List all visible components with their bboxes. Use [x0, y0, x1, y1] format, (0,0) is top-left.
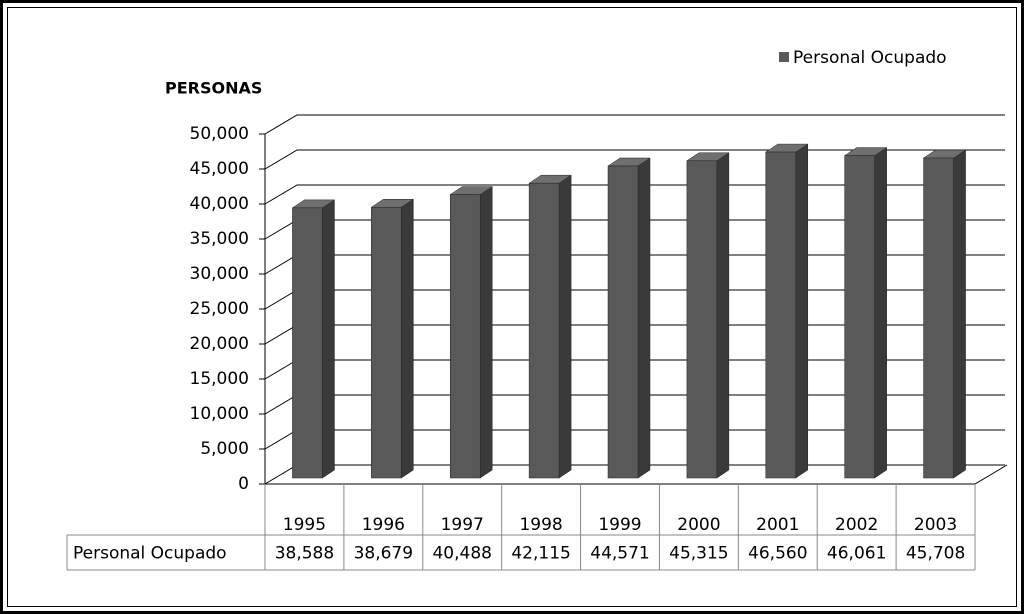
bar [844, 155, 875, 479]
x-tick-label: 2003 [914, 515, 957, 535]
bar-side [795, 143, 809, 479]
y-tick-label: 40,000 [190, 194, 249, 214]
x-tick-label: 2001 [756, 515, 799, 535]
y-tick-label: 0 [238, 474, 249, 494]
table-value: 46,061 [827, 544, 886, 564]
table-value: 38,679 [354, 544, 413, 564]
bar [765, 151, 797, 479]
bar [371, 206, 402, 479]
y-tick-label: 15,000 [190, 369, 249, 389]
y-tick-label: 45,000 [190, 159, 249, 179]
x-tick-label: 2002 [835, 515, 878, 535]
bar-side [716, 152, 730, 479]
legend-swatch [779, 52, 789, 62]
bar [923, 157, 954, 479]
bar-side [874, 147, 887, 479]
bar-side [637, 157, 651, 479]
table-value: 46,560 [748, 544, 807, 564]
y-tick-label: 30,000 [190, 264, 249, 284]
x-tick-label: 2000 [677, 515, 720, 535]
x-tick-label: 1997 [441, 515, 484, 535]
legend-label: Personal Ocupado [793, 48, 947, 68]
x-tick-label: 1999 [598, 515, 641, 535]
bar-side [558, 174, 572, 479]
bar-side [479, 186, 493, 479]
bar [449, 194, 481, 479]
table-value: 45,708 [906, 544, 965, 564]
bar [292, 207, 323, 479]
table-value: 45,315 [669, 544, 728, 564]
y-tick-label: 5,000 [200, 439, 249, 459]
y-tick-label: 10,000 [190, 404, 249, 424]
y-tick-label: 25,000 [190, 299, 249, 319]
bar [686, 160, 718, 479]
bar-side [322, 199, 335, 479]
bar-side [401, 198, 414, 479]
y-tick-label: 50,000 [190, 124, 249, 144]
grid-line [264, 114, 1005, 135]
x-tick-label: 1995 [283, 515, 326, 535]
table-value: 40,488 [432, 544, 491, 564]
inner-frame [7, 7, 1017, 607]
table-value: 42,115 [511, 544, 570, 564]
x-tick-label: 1998 [519, 515, 562, 535]
bar [528, 182, 560, 479]
y-tick-label: 35,000 [190, 229, 249, 249]
x-tick-label: 1996 [362, 515, 405, 535]
table-value: 44,571 [590, 544, 649, 564]
bar [607, 165, 639, 479]
bar-side [953, 149, 966, 479]
table-row-label: Personal Ocupado [73, 544, 227, 564]
y-tick-label: 20,000 [190, 334, 249, 354]
table-value: 38,588 [275, 544, 334, 564]
axis-title: PERSONAS [165, 79, 262, 98]
